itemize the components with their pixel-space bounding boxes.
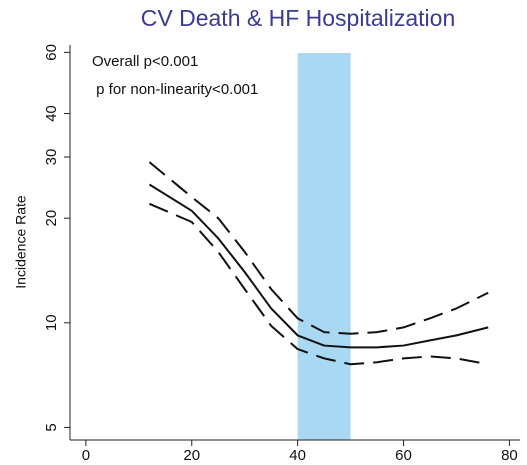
- estimate-line: [148, 183, 489, 349]
- y-tick-label: 40: [43, 105, 60, 122]
- x-tick-label: 80: [501, 447, 518, 464]
- x-tick-label: 40: [289, 447, 306, 464]
- ci-line: [149, 202, 489, 366]
- shaded-region: [297, 53, 351, 440]
- x-tick-label: 0: [82, 447, 90, 464]
- y-axis-label: Incidence Rate: [13, 195, 29, 289]
- y-tick-label: 60: [43, 44, 60, 61]
- annotation: Overall p<0.001: [92, 53, 198, 70]
- annotation: p for non-linearity<0.001: [92, 81, 258, 98]
- y-tick-label: 30: [43, 149, 60, 166]
- y-tick-label: 5: [43, 423, 60, 431]
- ci-line: [148, 161, 489, 335]
- x-tick-label: 60: [395, 447, 412, 464]
- y-tick-label: 10: [43, 314, 60, 331]
- y-tick-label: 20: [43, 210, 60, 227]
- plot-area: [148, 53, 489, 440]
- x-tick-label: 20: [183, 447, 200, 464]
- chart-title: CV Death & HF Hospitalization: [141, 5, 455, 31]
